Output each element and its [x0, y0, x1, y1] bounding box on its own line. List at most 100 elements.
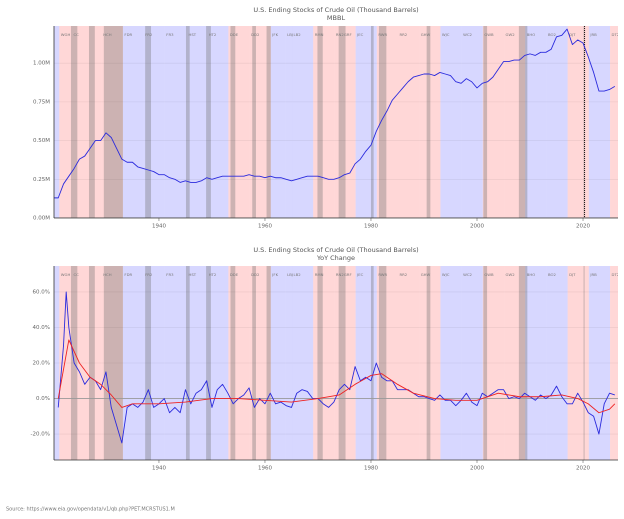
- term-band: [270, 26, 286, 218]
- term-label: FR2: [145, 272, 153, 277]
- chart-subtitle: YoY Change: [316, 254, 355, 262]
- term-label: HT2: [209, 272, 217, 277]
- term-label: HCH: [103, 272, 112, 277]
- term-label: DDE: [230, 272, 239, 277]
- recession-band: [103, 266, 123, 460]
- recession-band: [145, 266, 152, 460]
- term-label: LB2: [294, 272, 302, 277]
- term-band: [228, 266, 250, 460]
- term-band: [567, 266, 589, 460]
- term-band: [122, 266, 144, 460]
- term-band: [588, 266, 611, 460]
- chart-title: U.S. Ending Stocks of Crude Oil (Thousan…: [253, 246, 418, 254]
- y-tick-label: 0.25M: [33, 177, 50, 183]
- term-band: [546, 266, 568, 460]
- term-label: GWB: [484, 32, 494, 37]
- recession-band: [88, 266, 95, 460]
- y-tick-label: 1.00M: [33, 61, 50, 67]
- term-label: FR2: [145, 32, 153, 37]
- term-label: GHW: [421, 272, 431, 277]
- term-band: [59, 266, 73, 460]
- term-label: FDR: [124, 32, 132, 37]
- recession-band: [483, 266, 488, 460]
- term-band: [313, 266, 335, 460]
- term-band: [285, 266, 293, 460]
- term-label: RMN: [315, 272, 324, 277]
- term-label: RR2: [400, 272, 408, 277]
- term-band: [292, 266, 314, 460]
- term-band: [440, 266, 462, 460]
- term-band: [334, 266, 343, 460]
- term-label: DD2: [251, 32, 260, 37]
- x-tick-label: 2000: [470, 224, 484, 230]
- recession-band: [317, 266, 323, 460]
- y-tick-label: 60.0%: [33, 289, 50, 295]
- term-label: RMN: [315, 32, 324, 37]
- recession-band: [518, 266, 528, 460]
- recession-band: [338, 266, 346, 460]
- term-label: BHO: [527, 272, 535, 277]
- term-label: WJC: [442, 32, 450, 37]
- x-tick-label: 2000: [470, 466, 484, 472]
- term-band: [313, 26, 335, 218]
- term-band: [270, 266, 286, 460]
- term-band: [54, 26, 60, 218]
- term-label: HST: [189, 272, 197, 277]
- term-band: [482, 266, 505, 460]
- recession-band: [518, 26, 528, 218]
- term-label: HST: [189, 32, 197, 37]
- term-label: GRF: [344, 32, 352, 37]
- term-label: WJC: [442, 272, 450, 277]
- term-band: [588, 26, 611, 218]
- term-label: HCH: [103, 32, 112, 37]
- term-label: BO2: [548, 272, 557, 277]
- x-tick-label: 1940: [152, 466, 166, 472]
- recession-band: [206, 26, 211, 218]
- y-tick-label: 20.0%: [33, 361, 50, 367]
- x-tick-label: 1960: [258, 466, 272, 472]
- recession-band: [378, 266, 387, 460]
- recession-band: [70, 26, 78, 218]
- recession-band: [88, 26, 95, 218]
- term-label: RR2: [400, 32, 408, 37]
- recession-band: [370, 26, 374, 218]
- recession-band: [206, 266, 211, 460]
- term-label: FR3: [166, 32, 174, 37]
- recession-band: [426, 26, 431, 218]
- x-tick-label: 1960: [258, 224, 272, 230]
- x-tick-label: 2020: [576, 224, 590, 230]
- term-label: GRF: [344, 272, 352, 277]
- term-band: [187, 266, 208, 460]
- x-tick-label: 1980: [364, 466, 378, 472]
- term-label: RN2: [336, 272, 344, 277]
- term-label: DT2: [612, 272, 620, 277]
- term-band: [461, 266, 483, 460]
- term-band: [398, 26, 420, 218]
- term-band: [207, 266, 229, 460]
- term-band: [285, 26, 293, 218]
- term-band: [461, 26, 483, 218]
- recession-band: [426, 266, 431, 460]
- term-band: [398, 266, 420, 460]
- term-band: [355, 26, 377, 218]
- term-band: [143, 266, 165, 460]
- term-band: [525, 26, 547, 218]
- y-tick-label: 0.50M: [33, 138, 50, 144]
- term-label: DJT: [569, 32, 576, 37]
- y-tick-label: 0.0%: [36, 396, 50, 402]
- term-band: [292, 26, 314, 218]
- term-band: [122, 26, 144, 218]
- term-label: RWR: [378, 32, 387, 37]
- term-label: LBJ: [287, 272, 293, 277]
- plot-area: WGH CC HCH FDR FR2 FR3 HST HT2 DDE DD2 JFK LBJ LB2 RM…: [54, 26, 618, 218]
- term-label: GWB: [484, 272, 494, 277]
- y-tick-label: 0.75M: [33, 99, 50, 105]
- term-label: WGH: [61, 272, 71, 277]
- term-band: [249, 26, 271, 218]
- term-band: [72, 26, 102, 218]
- y-tick-label: -20.0%: [31, 432, 50, 438]
- y-tick-label: 40.0%: [33, 325, 50, 331]
- term-label: LB2: [294, 32, 302, 37]
- term-label: DD2: [251, 272, 260, 277]
